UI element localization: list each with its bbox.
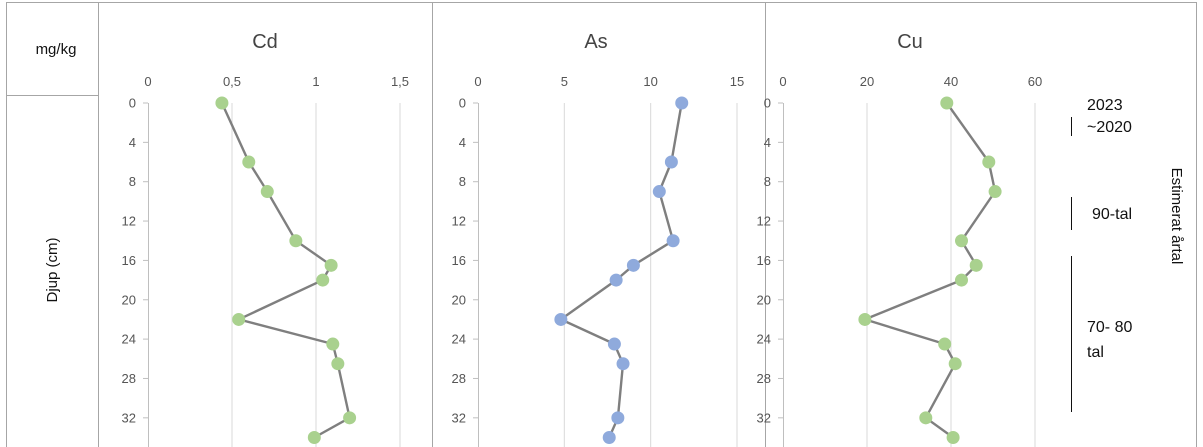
cd-y-tick-label: 20 bbox=[122, 292, 136, 307]
cu-y-tick-label: 16 bbox=[757, 253, 771, 268]
as-x-tick-label: 15 bbox=[730, 74, 744, 89]
cu-y-tick-label: 20 bbox=[757, 292, 771, 307]
as-y-tick-label: 12 bbox=[452, 214, 466, 229]
era-label-70-80-line1: 70- 80 bbox=[1087, 319, 1132, 336]
as-data-point bbox=[602, 431, 616, 444]
cd-data-point bbox=[260, 185, 274, 199]
cu-y-tick-label: 12 bbox=[757, 214, 771, 229]
cu-x-tick-label: 0 bbox=[779, 74, 786, 89]
era-label-2020-line2: ~2020 bbox=[1087, 119, 1132, 136]
cd-data-point bbox=[316, 273, 330, 287]
cd-y-tick-label: 16 bbox=[122, 253, 136, 268]
cd-data-point bbox=[343, 411, 357, 425]
as-y-tick-label: 4 bbox=[459, 135, 466, 150]
cd-data-point bbox=[324, 258, 338, 272]
depth-axis-label: Djup (cm) bbox=[44, 237, 61, 302]
cd-data-point bbox=[331, 357, 345, 371]
cd-data-point bbox=[307, 431, 321, 444]
as-y-tick-label: 16 bbox=[452, 253, 466, 268]
cu-y-tick-label: 28 bbox=[757, 371, 771, 386]
as-data-point bbox=[616, 357, 630, 371]
as-data-point bbox=[554, 312, 568, 326]
era-label-90-line1: 90-tal bbox=[1092, 206, 1132, 223]
cd-data-point bbox=[232, 312, 246, 326]
cd-data-point bbox=[242, 155, 256, 169]
cu-x-tick-label: 40 bbox=[944, 74, 958, 89]
cd-y-tick-label: 4 bbox=[129, 135, 136, 150]
cu-y-tick-label: 24 bbox=[757, 332, 771, 347]
cd-y-tick-label: 12 bbox=[122, 214, 136, 229]
cd-data-point bbox=[326, 337, 340, 351]
cd-data-point bbox=[215, 96, 229, 110]
panel-cu: Cu 0 20 40 60 0 4 8 12 16 20 24 28 32 bbox=[757, 31, 1042, 447]
era-label-70-80-line2: tal bbox=[1087, 344, 1104, 361]
cu-data-point bbox=[955, 273, 968, 287]
frame bbox=[6, 2, 1197, 447]
cu-data-point bbox=[969, 258, 983, 272]
cu-data-point bbox=[948, 357, 962, 371]
as-x-tick-label: 0 bbox=[474, 74, 481, 89]
cu-y-tick-label: 32 bbox=[757, 410, 771, 425]
era-label-2020-line1: 2023 bbox=[1087, 97, 1123, 114]
era-label-90: 90-tal bbox=[1092, 206, 1132, 223]
cu-y-tick-label: 8 bbox=[764, 174, 771, 189]
cd-y-tick-label: 0 bbox=[129, 96, 136, 111]
cd-y-tick-label: 8 bbox=[129, 174, 136, 189]
cu-data-point bbox=[955, 234, 968, 248]
cd-x-tick-label: 1,5 bbox=[391, 74, 409, 89]
cd-y-tick-label: 24 bbox=[122, 332, 136, 347]
as-data-point bbox=[666, 234, 680, 248]
cu-data-point bbox=[919, 411, 933, 425]
cu-y-tick-label: 0 bbox=[764, 96, 771, 111]
cd-x-tick-label: 0,5 bbox=[223, 74, 241, 89]
era-label-2020: 2023 ~2020 bbox=[1087, 97, 1132, 136]
cu-title: Cu bbox=[897, 31, 923, 53]
as-x-tick-label: 10 bbox=[643, 74, 657, 89]
cd-title: Cd bbox=[252, 31, 278, 53]
as-y-tick-label: 0 bbox=[459, 96, 466, 111]
cd-x-tick-label: 1 bbox=[312, 74, 319, 89]
cu-data-point bbox=[988, 185, 1002, 199]
cu-data-point bbox=[982, 155, 996, 169]
as-y-tick-label: 28 bbox=[452, 371, 466, 386]
as-data-point bbox=[664, 155, 678, 169]
cd-x-tick-label: 0 bbox=[144, 74, 151, 89]
cd-y-tick-label: 28 bbox=[122, 371, 136, 386]
as-title: As bbox=[584, 31, 607, 53]
cu-x-tick-label: 60 bbox=[1028, 74, 1042, 89]
as-data-point bbox=[652, 185, 666, 199]
estimated-year-label: Estimerat årtal bbox=[1168, 168, 1185, 265]
cu-data-point bbox=[938, 337, 952, 351]
cu-data-point bbox=[940, 96, 954, 110]
panel-as: As 0 5 10 15 0 4 8 12 16 20 24 28 32 bbox=[452, 31, 744, 447]
cu-x-tick-label: 20 bbox=[860, 74, 874, 89]
cu-data-point bbox=[946, 431, 960, 444]
cd-data-point bbox=[289, 234, 303, 248]
as-x-tick-label: 5 bbox=[561, 74, 568, 89]
panel-cd: Cd 0 0,5 1 1,5 0 4 8 12 16 20 24 28 32 bbox=[122, 31, 409, 447]
as-series-line bbox=[559, 102, 683, 438]
as-data-point bbox=[609, 273, 623, 287]
cu-y-tick-label: 4 bbox=[764, 135, 771, 150]
as-data-point bbox=[675, 96, 689, 110]
as-data-point bbox=[626, 258, 640, 272]
unit-label: mg/kg bbox=[36, 41, 77, 58]
as-y-tick-label: 8 bbox=[459, 174, 466, 189]
cu-data-point bbox=[858, 312, 872, 326]
as-data-point bbox=[611, 411, 625, 425]
as-data-point bbox=[607, 337, 621, 351]
cd-y-tick-label: 32 bbox=[122, 410, 136, 425]
era-label-70-80: 70- 80 tal bbox=[1087, 319, 1137, 361]
as-y-tick-label: 20 bbox=[452, 292, 466, 307]
as-y-tick-label: 24 bbox=[452, 332, 466, 347]
as-y-tick-label: 32 bbox=[452, 410, 466, 425]
